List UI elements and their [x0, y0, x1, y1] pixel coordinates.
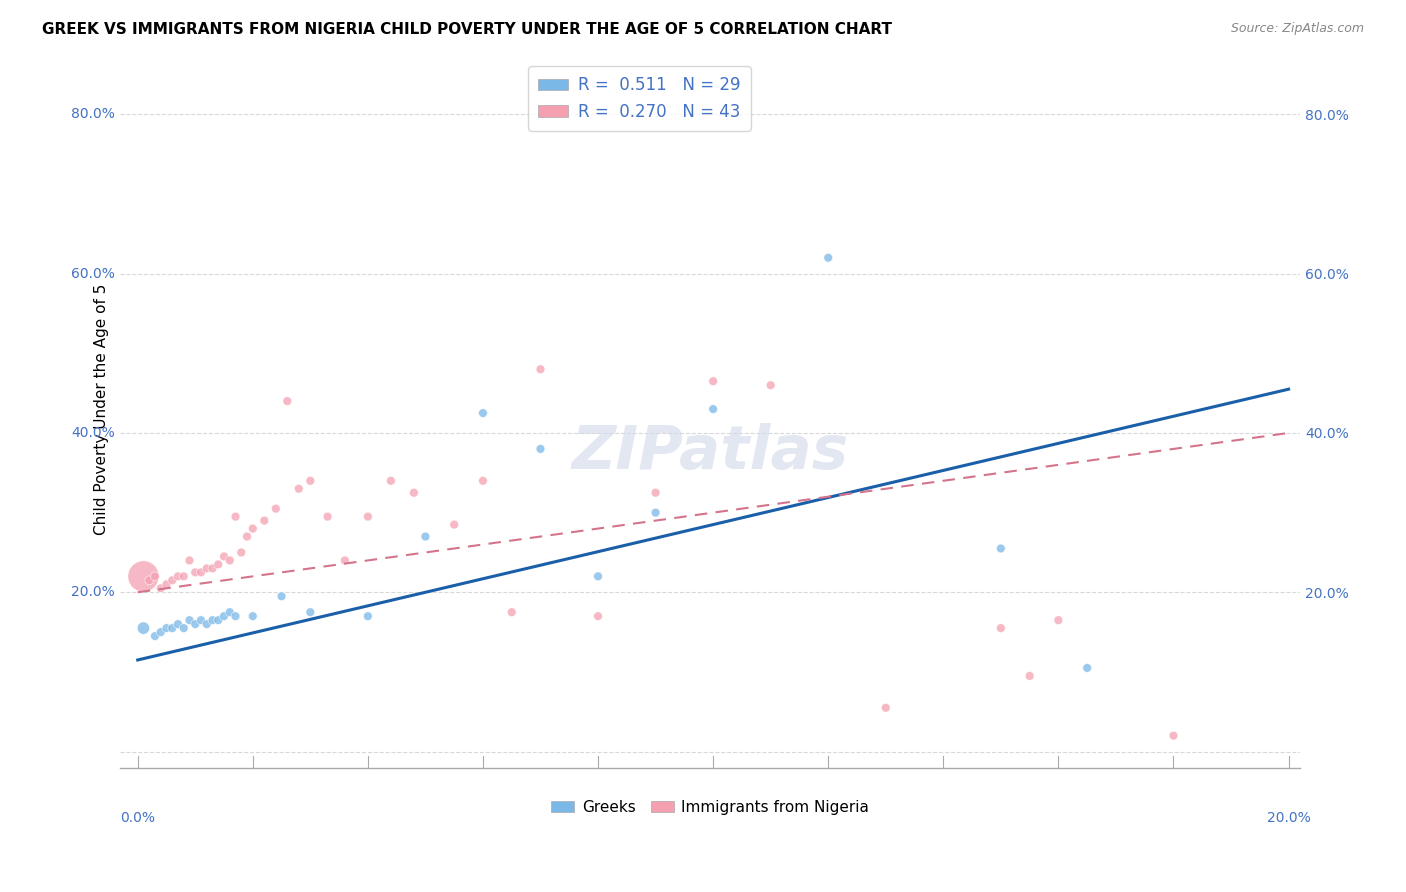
Point — [160, 621, 183, 635]
Point — [270, 589, 292, 603]
Point — [817, 251, 839, 265]
Point — [143, 569, 166, 583]
Text: GREEK VS IMMIGRANTS FROM NIGERIA CHILD POVERTY UNDER THE AGE OF 5 CORRELATION CH: GREEK VS IMMIGRANTS FROM NIGERIA CHILD P… — [42, 22, 893, 37]
Point — [184, 617, 207, 632]
Point — [471, 406, 494, 420]
Point — [207, 558, 229, 572]
Point — [242, 522, 264, 536]
Point — [212, 549, 235, 564]
Point — [471, 474, 494, 488]
Point — [529, 362, 551, 376]
Point — [253, 514, 276, 528]
Point — [190, 613, 212, 627]
Point — [402, 485, 425, 500]
Point — [201, 613, 224, 627]
Point — [225, 509, 247, 524]
Point — [143, 629, 166, 643]
Legend: Greeks, Immigrants from Nigeria: Greeks, Immigrants from Nigeria — [546, 794, 876, 821]
Text: 40.0%: 40.0% — [70, 426, 115, 440]
Point — [586, 569, 609, 583]
Y-axis label: Child Poverty Under the Age of 5: Child Poverty Under the Age of 5 — [94, 284, 110, 535]
Point — [990, 541, 1012, 556]
Point — [443, 517, 465, 532]
Point — [264, 501, 287, 516]
Point — [759, 378, 782, 392]
Point — [173, 621, 195, 635]
Point — [1018, 669, 1040, 683]
Point — [380, 474, 402, 488]
Point — [231, 545, 253, 559]
Point — [132, 621, 155, 635]
Point — [138, 574, 160, 588]
Point — [288, 482, 311, 496]
Text: 60.0%: 60.0% — [70, 267, 115, 281]
Point — [299, 605, 322, 619]
Point — [990, 621, 1012, 635]
Point — [173, 569, 195, 583]
Point — [529, 442, 551, 456]
Point — [160, 574, 183, 588]
Text: 20.0%: 20.0% — [70, 585, 115, 599]
Point — [155, 577, 177, 591]
Point — [225, 609, 247, 624]
Point — [644, 485, 666, 500]
Point — [357, 609, 380, 624]
Point — [190, 566, 212, 580]
Point — [218, 553, 240, 567]
Point — [149, 582, 172, 596]
Point — [276, 394, 298, 409]
Point — [212, 609, 235, 624]
Text: Source: ZipAtlas.com: Source: ZipAtlas.com — [1230, 22, 1364, 36]
Point — [1047, 613, 1070, 627]
Point — [875, 700, 897, 714]
Point — [415, 529, 437, 543]
Point — [702, 402, 724, 417]
Point — [195, 617, 218, 632]
Point — [207, 613, 229, 627]
Point — [167, 569, 190, 583]
Point — [195, 561, 218, 575]
Point — [149, 625, 172, 640]
Text: 80.0%: 80.0% — [70, 107, 115, 121]
Point — [644, 506, 666, 520]
Text: 0.0%: 0.0% — [120, 812, 155, 825]
Point — [586, 609, 609, 624]
Point — [333, 553, 356, 567]
Point — [179, 553, 201, 567]
Point — [299, 474, 322, 488]
Point — [702, 374, 724, 388]
Point — [1163, 729, 1185, 743]
Point — [1076, 661, 1098, 675]
Point — [357, 509, 380, 524]
Point — [218, 605, 240, 619]
Text: ZIPatlas: ZIPatlas — [572, 423, 849, 482]
Point — [316, 509, 339, 524]
Point — [201, 561, 224, 575]
Point — [179, 613, 201, 627]
Point — [236, 529, 259, 543]
Point — [167, 617, 190, 632]
Text: 20.0%: 20.0% — [1267, 812, 1310, 825]
Point — [501, 605, 523, 619]
Point — [184, 566, 207, 580]
Point — [242, 609, 264, 624]
Point — [132, 569, 155, 583]
Point — [155, 621, 177, 635]
